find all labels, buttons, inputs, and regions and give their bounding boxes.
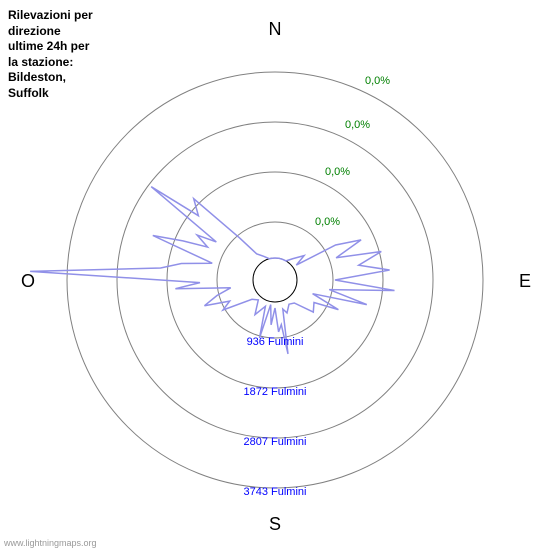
center-circle (253, 258, 297, 302)
ring-percent-label: 0,0% (315, 216, 340, 228)
ring-count-label: 2807 Fulmini (244, 436, 307, 448)
polar-chart: N E S O 0,0% 0,0% 0,0% 0,0% 936 Fulmini 1872 Fu… (0, 0, 550, 550)
compass-label-o: O (21, 271, 35, 291)
compass-label-s: S (269, 514, 281, 534)
ring-percent-label: 0,0% (345, 119, 370, 131)
ring-percent-label: 0,0% (365, 75, 390, 87)
footer-attribution: www.lightningmaps.org (4, 538, 97, 548)
ring-count-label: 3743 Fulmini (244, 486, 307, 498)
ring-percent-label: 0,0% (325, 166, 350, 178)
compass-label-n: N (269, 19, 282, 39)
polar-data-line (30, 187, 394, 354)
compass-label-e: E (519, 271, 531, 291)
ring-count-label: 936 Fulmini (247, 336, 304, 348)
ring-count-label: 1872 Fulmini (244, 386, 307, 398)
